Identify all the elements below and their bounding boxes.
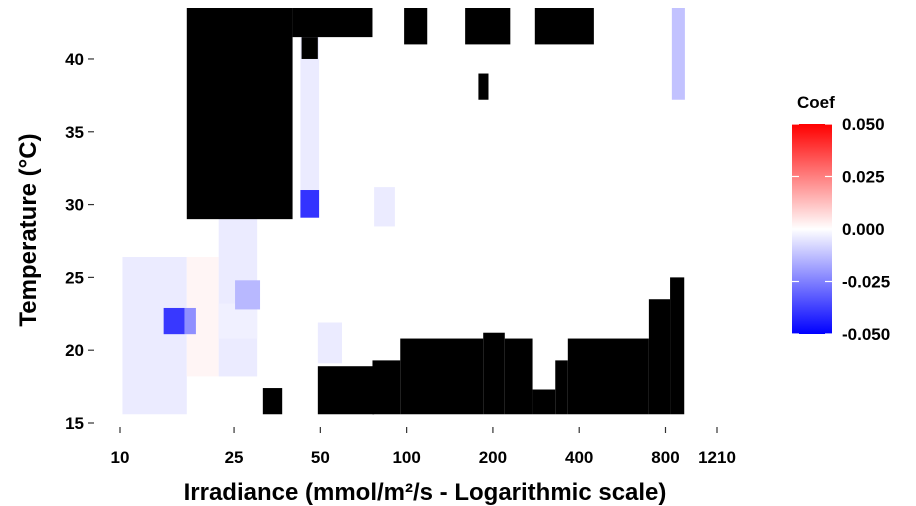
x-tick-label: 200 [479,448,507,467]
x-tick-label: 10 [111,448,130,467]
y-tick-label: 40 [65,50,84,69]
masked-region [292,8,373,38]
heatmap-cell [163,307,185,335]
masked-region [317,366,375,415]
heatmap-cell [671,8,685,100]
y-tick-label: 15 [65,414,84,433]
legend-tick-label: 0.050 [842,115,885,134]
y-tick-label: 20 [65,341,84,360]
masked-region [483,332,505,415]
x-tick-label: 25 [225,448,244,467]
masked-region [301,37,318,59]
masked-region [262,388,283,415]
heatmap-cell [184,307,196,335]
plot-area [122,8,685,415]
color-legend: Coef 0.050 0.025 0.000 -0.025 -0.050 [792,93,890,344]
y-tick-label: 30 [65,196,84,215]
masked-region [404,8,428,45]
heatmap-cell [235,280,261,310]
masked-region [400,338,484,415]
legend-tick-label: 0.000 [842,220,885,239]
y-tick-label: 35 [65,123,84,142]
y-axis: 15 20 25 30 35 40 [65,50,94,433]
masked-region [478,73,489,100]
heatmap-cell [317,322,343,364]
x-tick-label: 400 [565,448,593,467]
heatmap-cell [374,187,395,227]
legend-tick-label: -0.025 [842,273,890,292]
legend-ticks: 0.050 0.025 0.000 -0.025 -0.050 [792,115,890,344]
masked-region [534,8,594,45]
masked-region [648,299,671,415]
x-tick-label: 1210 [698,448,736,467]
masked-region [532,389,556,415]
masked-region [504,338,533,415]
x-axis: 10 25 50 100 200 400 800 1210 [111,427,736,467]
heatmap-cell [300,37,320,218]
x-axis-title: Irradiance (mmol/m²/s - Logarithmic scal… [184,479,667,506]
masked-region [186,8,293,220]
masked-region [567,338,649,415]
legend-title: Coef [797,93,835,112]
heatmap-cell [300,190,320,218]
heatmap-cell [122,257,187,415]
x-tick-label: 800 [651,448,679,467]
y-axis-title: Temperature (°C) [15,133,42,326]
masked-region [555,360,568,415]
masked-region [372,360,401,415]
masked-region [465,8,511,45]
legend-tick-label: -0.050 [842,325,890,344]
x-tick-label: 50 [311,448,330,467]
legend-tick-label: 0.025 [842,168,885,187]
masked-region [670,277,685,415]
x-tick-label: 100 [392,448,420,467]
y-tick-label: 25 [65,268,84,287]
